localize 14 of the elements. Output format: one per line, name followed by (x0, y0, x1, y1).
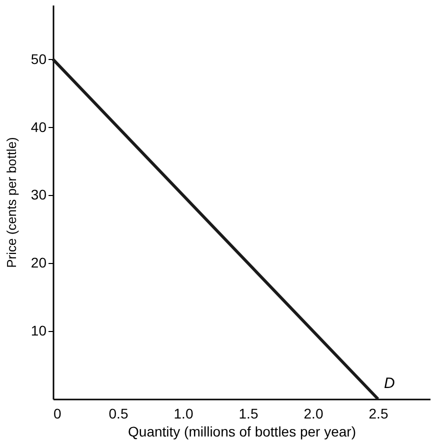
x-tick-label: 1.5 (238, 406, 258, 422)
y-tick-label: 30 (30, 186, 47, 203)
x-tick-label: 0 (54, 406, 62, 422)
x-tick-label: 1.0 (174, 406, 194, 422)
annotation: D (384, 375, 395, 392)
y-tick-label: 50 (30, 50, 47, 67)
y-tick-label: 20 (30, 254, 47, 271)
x-axis-title: Quantity (millions of bottles per year) (128, 424, 356, 440)
x-tick-label: 2.5 (368, 406, 388, 422)
y-axis-title: Price (cents per bottle) (4, 137, 19, 268)
y-tick-label: 10 (30, 322, 47, 339)
y-tick-label: 40 (30, 118, 47, 135)
x-tick-label: 2.0 (304, 406, 324, 422)
x-tick-label: 0.5 (108, 406, 128, 422)
